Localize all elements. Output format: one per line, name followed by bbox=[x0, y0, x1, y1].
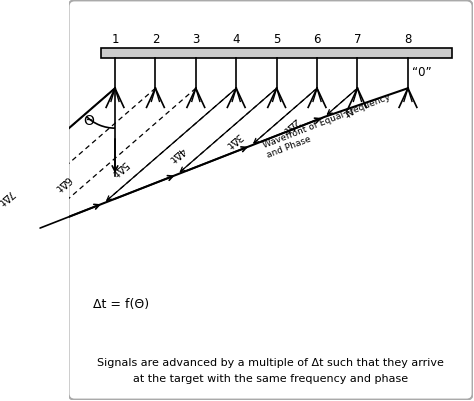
Text: 7Δt: 7Δt bbox=[0, 187, 16, 207]
Text: “0”: “0” bbox=[412, 66, 432, 79]
FancyBboxPatch shape bbox=[69, 1, 473, 400]
Text: Δt: Δt bbox=[340, 103, 355, 118]
Text: 4Δt: 4Δt bbox=[166, 144, 187, 164]
Text: Wavefront of Equal Frequency
and Phase: Wavefront of Equal Frequency and Phase bbox=[261, 92, 395, 159]
Text: 6Δt: 6Δt bbox=[53, 173, 73, 192]
Text: 6: 6 bbox=[313, 33, 321, 46]
Text: 5: 5 bbox=[273, 33, 280, 46]
Text: 1: 1 bbox=[111, 33, 119, 46]
Text: 5Δt: 5Δt bbox=[109, 158, 130, 178]
Bar bbox=[101, 49, 452, 59]
Text: 2: 2 bbox=[152, 33, 159, 46]
Text: 3Δt: 3Δt bbox=[224, 130, 244, 149]
Text: 2Δt: 2Δt bbox=[281, 115, 301, 135]
Text: 7: 7 bbox=[354, 33, 361, 46]
Text: at the target with the same frequency and phase: at the target with the same frequency an… bbox=[133, 373, 408, 383]
Text: 4: 4 bbox=[232, 33, 240, 46]
Text: Signals are advanced by a multiple of Δt such that they arrive: Signals are advanced by a multiple of Δt… bbox=[97, 357, 444, 367]
Text: 3: 3 bbox=[192, 33, 200, 46]
Text: Θ: Θ bbox=[83, 114, 94, 128]
Text: 8: 8 bbox=[404, 33, 411, 46]
Text: Δt = f(Θ): Δt = f(Θ) bbox=[93, 298, 149, 310]
